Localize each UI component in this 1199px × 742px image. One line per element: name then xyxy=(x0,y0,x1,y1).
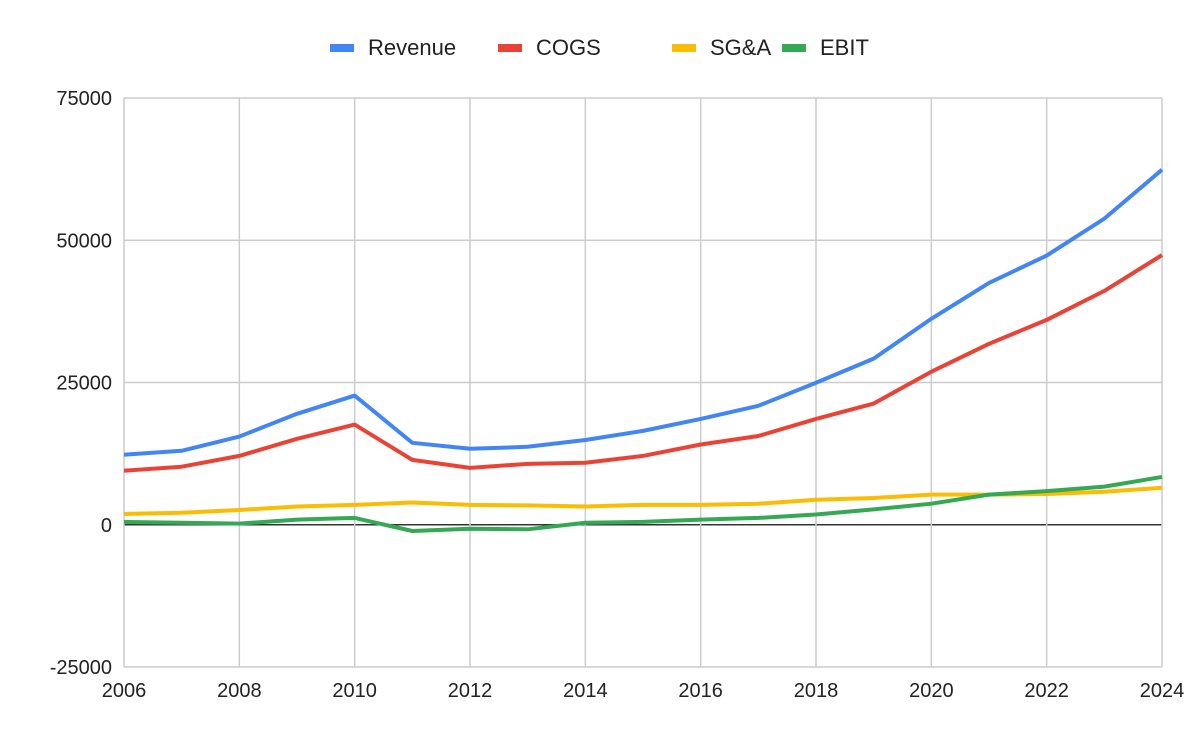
legend-swatch xyxy=(498,44,522,52)
y-tick-label: 0 xyxy=(101,515,112,537)
x-tick-label: 2018 xyxy=(794,680,839,702)
y-tick-label: -25000 xyxy=(50,657,112,679)
y-tick-label: 75000 xyxy=(56,88,112,110)
x-tick-label: 2012 xyxy=(448,680,493,702)
legend-label: EBIT xyxy=(820,35,869,60)
x-tick-label: 2010 xyxy=(332,680,377,702)
y-tick-label: 50000 xyxy=(56,230,112,252)
x-tick-label: 2022 xyxy=(1024,680,1069,702)
legend-label: COGS xyxy=(536,35,601,60)
x-tick-label: 2006 xyxy=(102,680,147,702)
series-line-ebit xyxy=(123,474,1163,534)
series-lines xyxy=(123,168,1164,534)
legend-label: Revenue xyxy=(368,35,456,60)
x-axis-labels: 2006 2008 2010 2012 2014 2016 2018 2020 2022 2024 xyxy=(102,680,1185,702)
y-axis-labels: 75000 50000 25000 0 -25000 xyxy=(50,88,112,679)
legend-swatch xyxy=(782,44,806,52)
x-tick-label: 2020 xyxy=(909,680,954,702)
legend-swatch xyxy=(672,44,696,52)
legend-swatch xyxy=(330,44,354,52)
x-tick-label: 2014 xyxy=(563,680,608,702)
x-tick-label: 2008 xyxy=(217,680,262,702)
series-line-cogs xyxy=(123,253,1164,473)
series-line-revenue xyxy=(123,168,1164,457)
x-tick-label: 2024 xyxy=(1140,680,1185,702)
x-tick-label: 2016 xyxy=(678,680,723,702)
grid xyxy=(123,97,1163,668)
legend: Revenue COGS SG&A EBIT xyxy=(330,35,869,60)
y-tick-label: 25000 xyxy=(56,373,112,395)
legend-label: SG&A xyxy=(710,35,771,60)
